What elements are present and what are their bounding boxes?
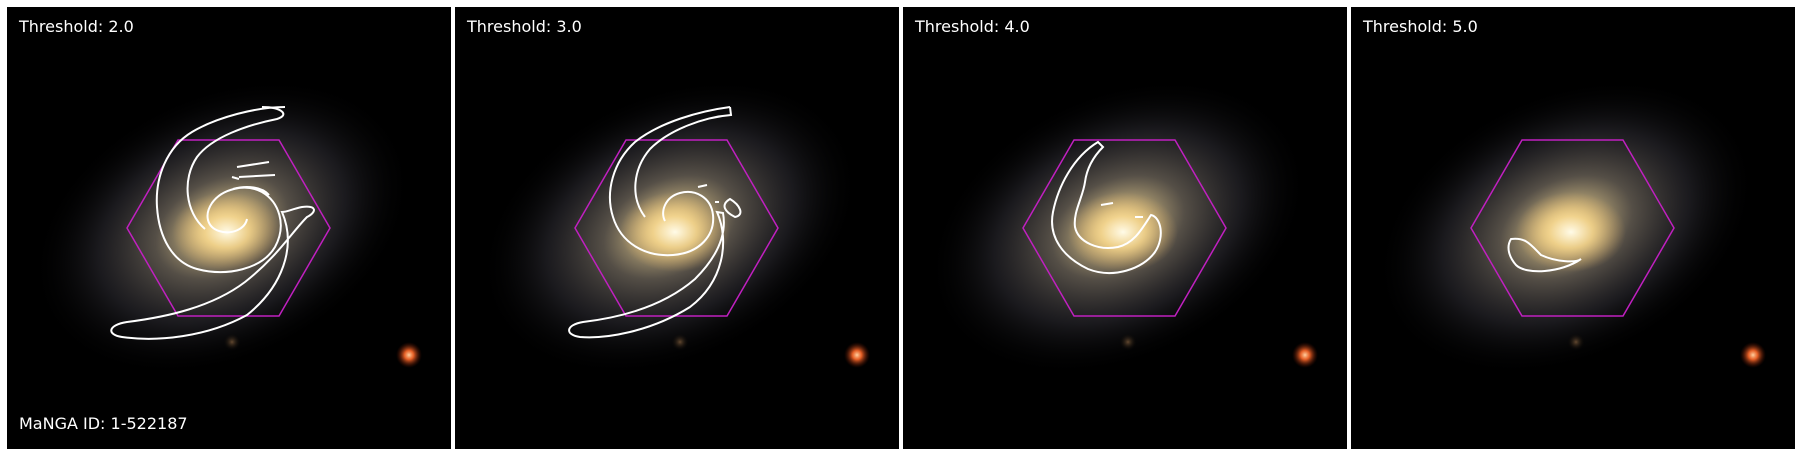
contour-lines: [568, 106, 742, 339]
contour-lines: [1507, 237, 1582, 273]
galaxy-image: [7, 7, 451, 449]
panel-threshold-5: Threshold: 5.0: [1351, 7, 1795, 449]
ifu-hexagon: [574, 139, 779, 317]
contour-lines: [1051, 140, 1162, 274]
galaxy-image: [1351, 7, 1795, 449]
threshold-label: Threshold: 4.0: [915, 17, 1030, 36]
threshold-label: Threshold: 5.0: [1363, 17, 1478, 36]
panel-threshold-2: Threshold: 2.0 MaNGA ID: 1-522187: [7, 7, 451, 449]
contour-lines: [110, 106, 315, 340]
galaxy-image: [903, 7, 1347, 449]
panel-threshold-3: Threshold: 3.0: [455, 7, 899, 449]
ifu-hexagon: [1470, 139, 1675, 317]
ifu-hexagon: [1022, 139, 1227, 317]
ifu-hexagon: [126, 139, 331, 317]
galaxy-image: [455, 7, 899, 449]
threshold-label: Threshold: 3.0: [467, 17, 582, 36]
manga-id-label: MaNGA ID: 1-522187: [19, 414, 188, 433]
threshold-label: Threshold: 2.0: [19, 17, 134, 36]
panel-threshold-4: Threshold: 4.0: [903, 7, 1347, 449]
